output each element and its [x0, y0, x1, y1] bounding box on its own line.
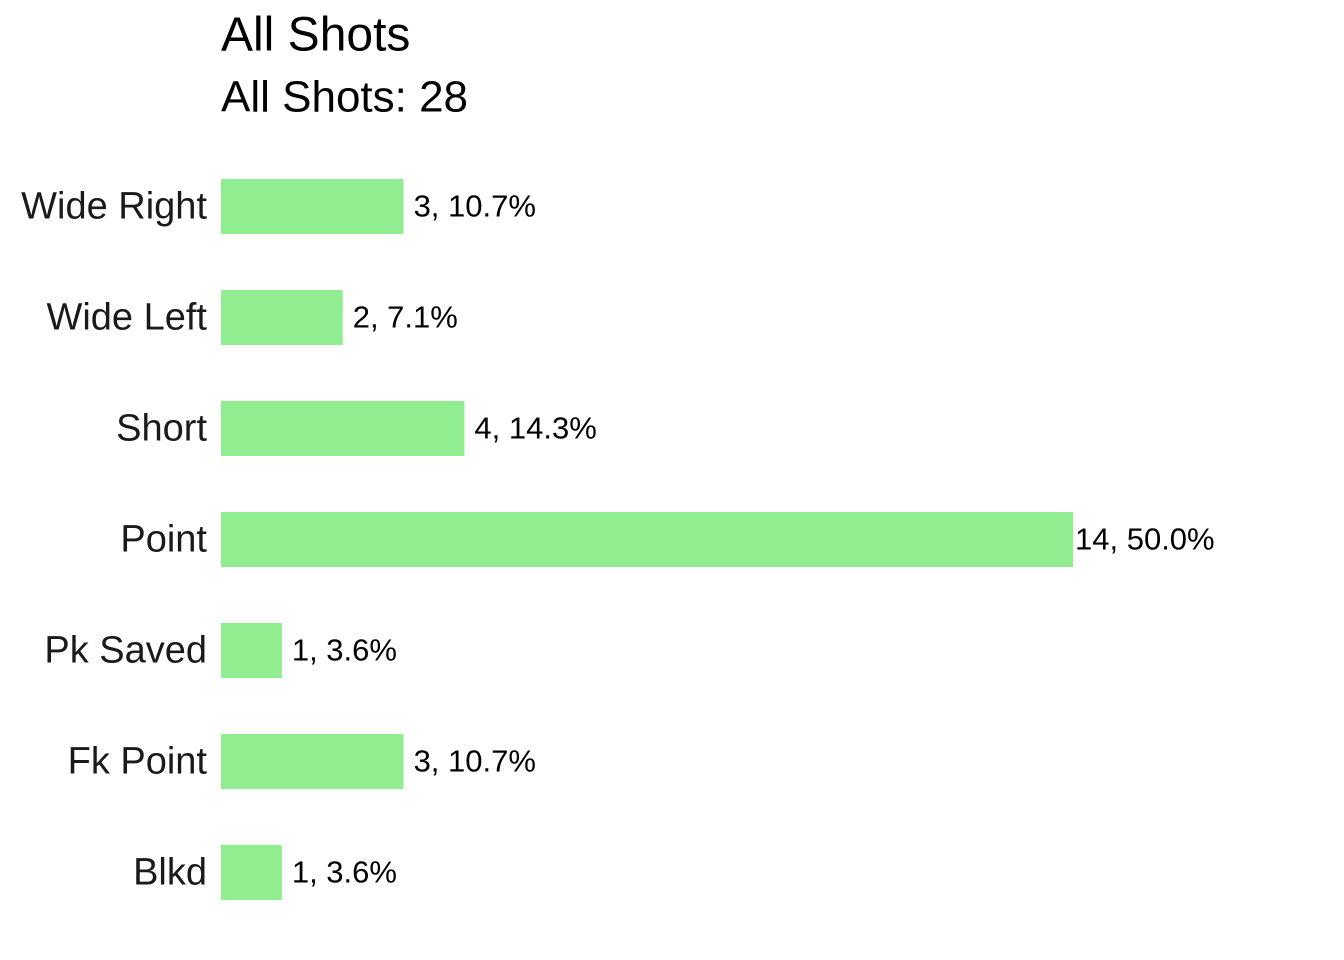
value-label: 1, 3.6%: [292, 855, 397, 890]
bar: [221, 179, 404, 234]
category-label: Blkd: [133, 852, 207, 894]
bar: [221, 290, 343, 345]
value-label: 2, 7.1%: [353, 300, 458, 335]
category-label: Fk Point: [68, 741, 208, 783]
value-label: 14, 50.0%: [1075, 522, 1215, 557]
value-label: 4, 14.3%: [474, 411, 596, 446]
category-label: Pk Saved: [44, 630, 207, 672]
bar: [221, 845, 282, 900]
category-label: Point: [120, 519, 207, 561]
bar: [221, 623, 282, 678]
bar: [221, 734, 404, 789]
category-label: Short: [116, 408, 207, 450]
value-label: 1, 3.6%: [292, 633, 397, 668]
category-label: Wide Left: [46, 297, 207, 339]
chart-title: All Shots: [221, 9, 410, 62]
bar: [221, 401, 465, 456]
chart-subtitle: All Shots: 28: [221, 73, 468, 122]
bar: [221, 512, 1073, 567]
value-label: 3, 10.7%: [414, 744, 536, 779]
category-label: Wide Right: [21, 186, 207, 228]
value-label: 3, 10.7%: [414, 189, 536, 224]
